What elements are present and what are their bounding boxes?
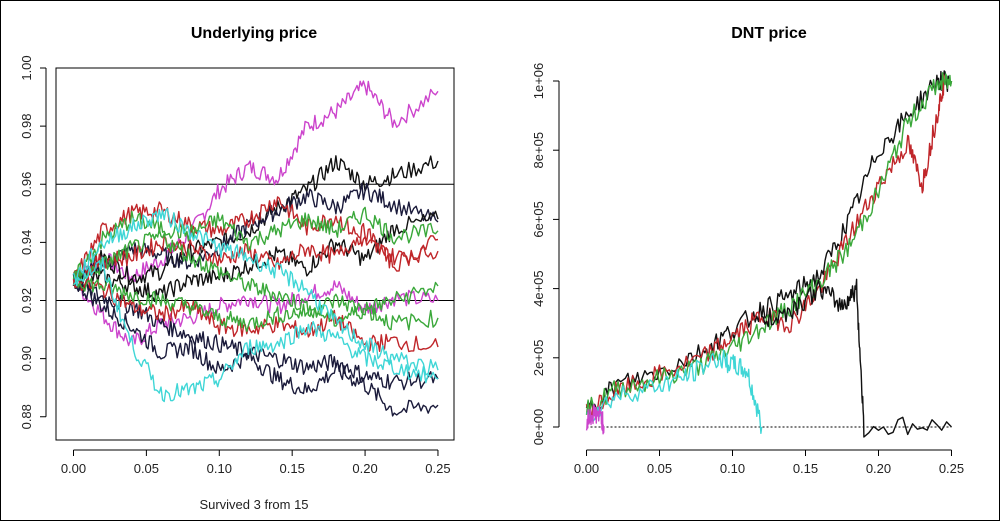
series-line-navy (73, 182, 439, 283)
x-tick-label: 0.15 (280, 461, 305, 476)
y-tick-label: 6e+05 (531, 201, 546, 238)
y-tick-label: 0.94 (19, 230, 34, 255)
underlying-plot-box (55, 67, 455, 441)
series-line-red (585, 74, 945, 421)
series-line-black (585, 70, 953, 412)
x-tick-label: 0.00 (61, 461, 86, 476)
series-line-cyan (72, 256, 439, 403)
series-line-red (72, 222, 439, 286)
series-line-black (761, 278, 953, 438)
y-tick-label: 0.96 (19, 172, 34, 197)
x-tick-label: 0.00 (574, 461, 599, 476)
series-line-black (72, 210, 439, 302)
y-tick-label: 0.90 (19, 346, 34, 371)
x-tick-label: 0.20 (866, 461, 891, 476)
y-tick-label: 0e+00 (531, 409, 546, 446)
x-tick-label: 0.05 (134, 461, 159, 476)
series-line-green (73, 206, 439, 278)
underlying-price-chart: Underlying price 0.00 0.05 0.10 0.15 0.20 0.2… (19, 25, 455, 476)
y-tick-label: 1e+06 (531, 63, 546, 100)
dnt-price-chart: DNT price 0.00 0.05 0.10 0.15 0.20 0.25 0e+00 2… (531, 25, 964, 476)
survived-caption: Survived 3 from 15 (199, 497, 308, 512)
underlying-price-title: Underlying price (191, 25, 317, 42)
series-line-navy (72, 278, 439, 417)
x-tick-label: 0.25 (425, 461, 450, 476)
x-tick-label: 0.05 (647, 461, 672, 476)
y-tick-label: 2e+05 (531, 340, 546, 377)
series-line-magenta (585, 404, 605, 435)
x-tick-label: 0.20 (352, 461, 377, 476)
series-line-cyan (73, 207, 439, 376)
x-tick-label: 0.10 (207, 461, 232, 476)
series-line-cyan (586, 349, 763, 434)
y-tick-label: 8e+05 (531, 132, 546, 169)
x-tick-label: 0.15 (793, 461, 818, 476)
series-line-green (72, 277, 439, 332)
series-line-magenta (72, 80, 439, 285)
x-tick-label: 0.25 (939, 461, 964, 476)
y-tick-label: 0.92 (19, 288, 34, 313)
y-tick-label: 1.00 (19, 55, 34, 80)
y-tick-label: 4e+05 (531, 270, 546, 307)
y-tick-label: 0.98 (19, 113, 34, 138)
x-tick-label: 0.10 (720, 461, 745, 476)
y-tick-label: 0.88 (19, 404, 34, 429)
dnt-price-title: DNT price (731, 25, 807, 42)
series-line-green (72, 228, 439, 331)
